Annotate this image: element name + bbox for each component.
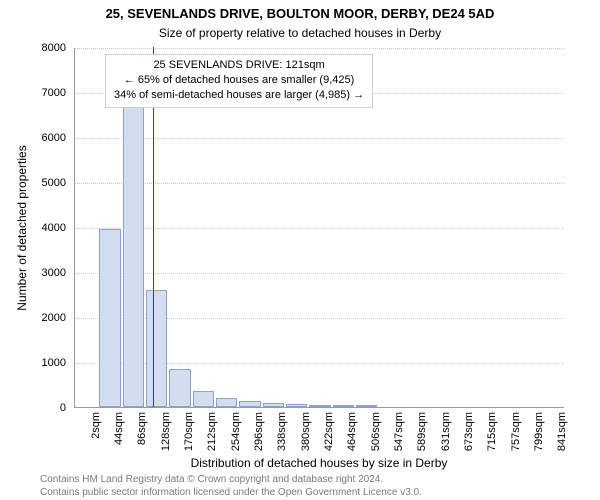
x-tick-label: 170sqm xyxy=(183,412,195,451)
x-tick-label: 86sqm xyxy=(136,412,148,445)
callout-line-3: 34% of semi-detached houses are larger (… xyxy=(114,88,364,103)
x-axis-label: Distribution of detached houses by size … xyxy=(74,456,564,470)
x-tick-label: 296sqm xyxy=(253,412,265,451)
y-tick-label: 6000 xyxy=(42,132,66,144)
histogram-bar xyxy=(239,401,260,407)
footer-line-2: Contains public sector information licen… xyxy=(40,487,422,500)
x-tick-label: 338sqm xyxy=(276,412,288,451)
histogram-bar xyxy=(169,369,190,407)
callout-box: 25 SEVENLANDS DRIVE: 121sqm← 65% of deta… xyxy=(105,54,373,108)
histogram-bar xyxy=(146,290,167,407)
callout-line-1: 25 SEVENLANDS DRIVE: 121sqm xyxy=(114,58,364,73)
x-tick-label: 464sqm xyxy=(346,412,358,451)
gridline xyxy=(75,228,564,229)
y-tick-label: 7000 xyxy=(42,87,66,99)
callout-line-2: ← 65% of detached houses are smaller (9,… xyxy=(114,73,364,88)
gridline xyxy=(75,48,564,49)
gridline xyxy=(75,138,564,139)
histogram-bar xyxy=(333,405,354,407)
x-tick-label: 128sqm xyxy=(160,412,172,451)
y-tick-label: 3000 xyxy=(42,267,66,279)
x-tick-label: 254sqm xyxy=(230,412,242,451)
histogram-bar xyxy=(216,398,237,407)
gridline xyxy=(75,183,564,184)
x-tick-label: 2sqm xyxy=(90,412,102,439)
histogram-bar xyxy=(286,404,307,407)
chart-title-address: 25, SEVENLANDS DRIVE, BOULTON MOOR, DERB… xyxy=(0,6,600,21)
x-tick-label: 547sqm xyxy=(393,412,405,451)
chart-subtitle: Size of property relative to detached ho… xyxy=(0,26,600,40)
chart-container: 25, SEVENLANDS DRIVE, BOULTON MOOR, DERB… xyxy=(0,0,600,500)
footer-attribution: Contains HM Land Registry data © Crown c… xyxy=(40,474,422,499)
x-tick-label: 422sqm xyxy=(323,412,335,451)
x-tick-label: 799sqm xyxy=(533,412,545,451)
histogram-bar xyxy=(309,405,330,407)
gridline xyxy=(75,273,564,274)
histogram-bar xyxy=(193,391,214,407)
y-tick-label: 4000 xyxy=(42,222,66,234)
plot-area: 25 SEVENLANDS DRIVE: 121sqm← 65% of deta… xyxy=(74,48,564,408)
x-tick-label: 715sqm xyxy=(486,412,498,451)
histogram-bar xyxy=(356,405,377,407)
x-tick-label: 380sqm xyxy=(300,412,312,451)
x-tick-label: 212sqm xyxy=(206,412,218,451)
x-tick-label: 757sqm xyxy=(510,412,522,451)
x-tick-label: 841sqm xyxy=(556,412,568,451)
histogram-bar xyxy=(263,403,284,408)
y-tick-label: 8000 xyxy=(42,42,66,54)
x-tick-label: 673sqm xyxy=(463,412,475,451)
y-tick-label: 2000 xyxy=(42,312,66,324)
y-axis-ticks: 010002000300040005000600070008000 xyxy=(0,48,70,408)
y-tick-label: 5000 xyxy=(42,177,66,189)
x-tick-label: 44sqm xyxy=(113,412,125,445)
x-tick-label: 631sqm xyxy=(440,412,452,451)
histogram-bar xyxy=(123,103,144,407)
x-tick-label: 506sqm xyxy=(370,412,382,451)
y-tick-label: 1000 xyxy=(42,357,66,369)
footer-line-1: Contains HM Land Registry data © Crown c… xyxy=(40,474,422,487)
x-tick-label: 589sqm xyxy=(416,412,428,451)
y-tick-label: 0 xyxy=(60,402,66,414)
histogram-bar xyxy=(99,229,120,407)
